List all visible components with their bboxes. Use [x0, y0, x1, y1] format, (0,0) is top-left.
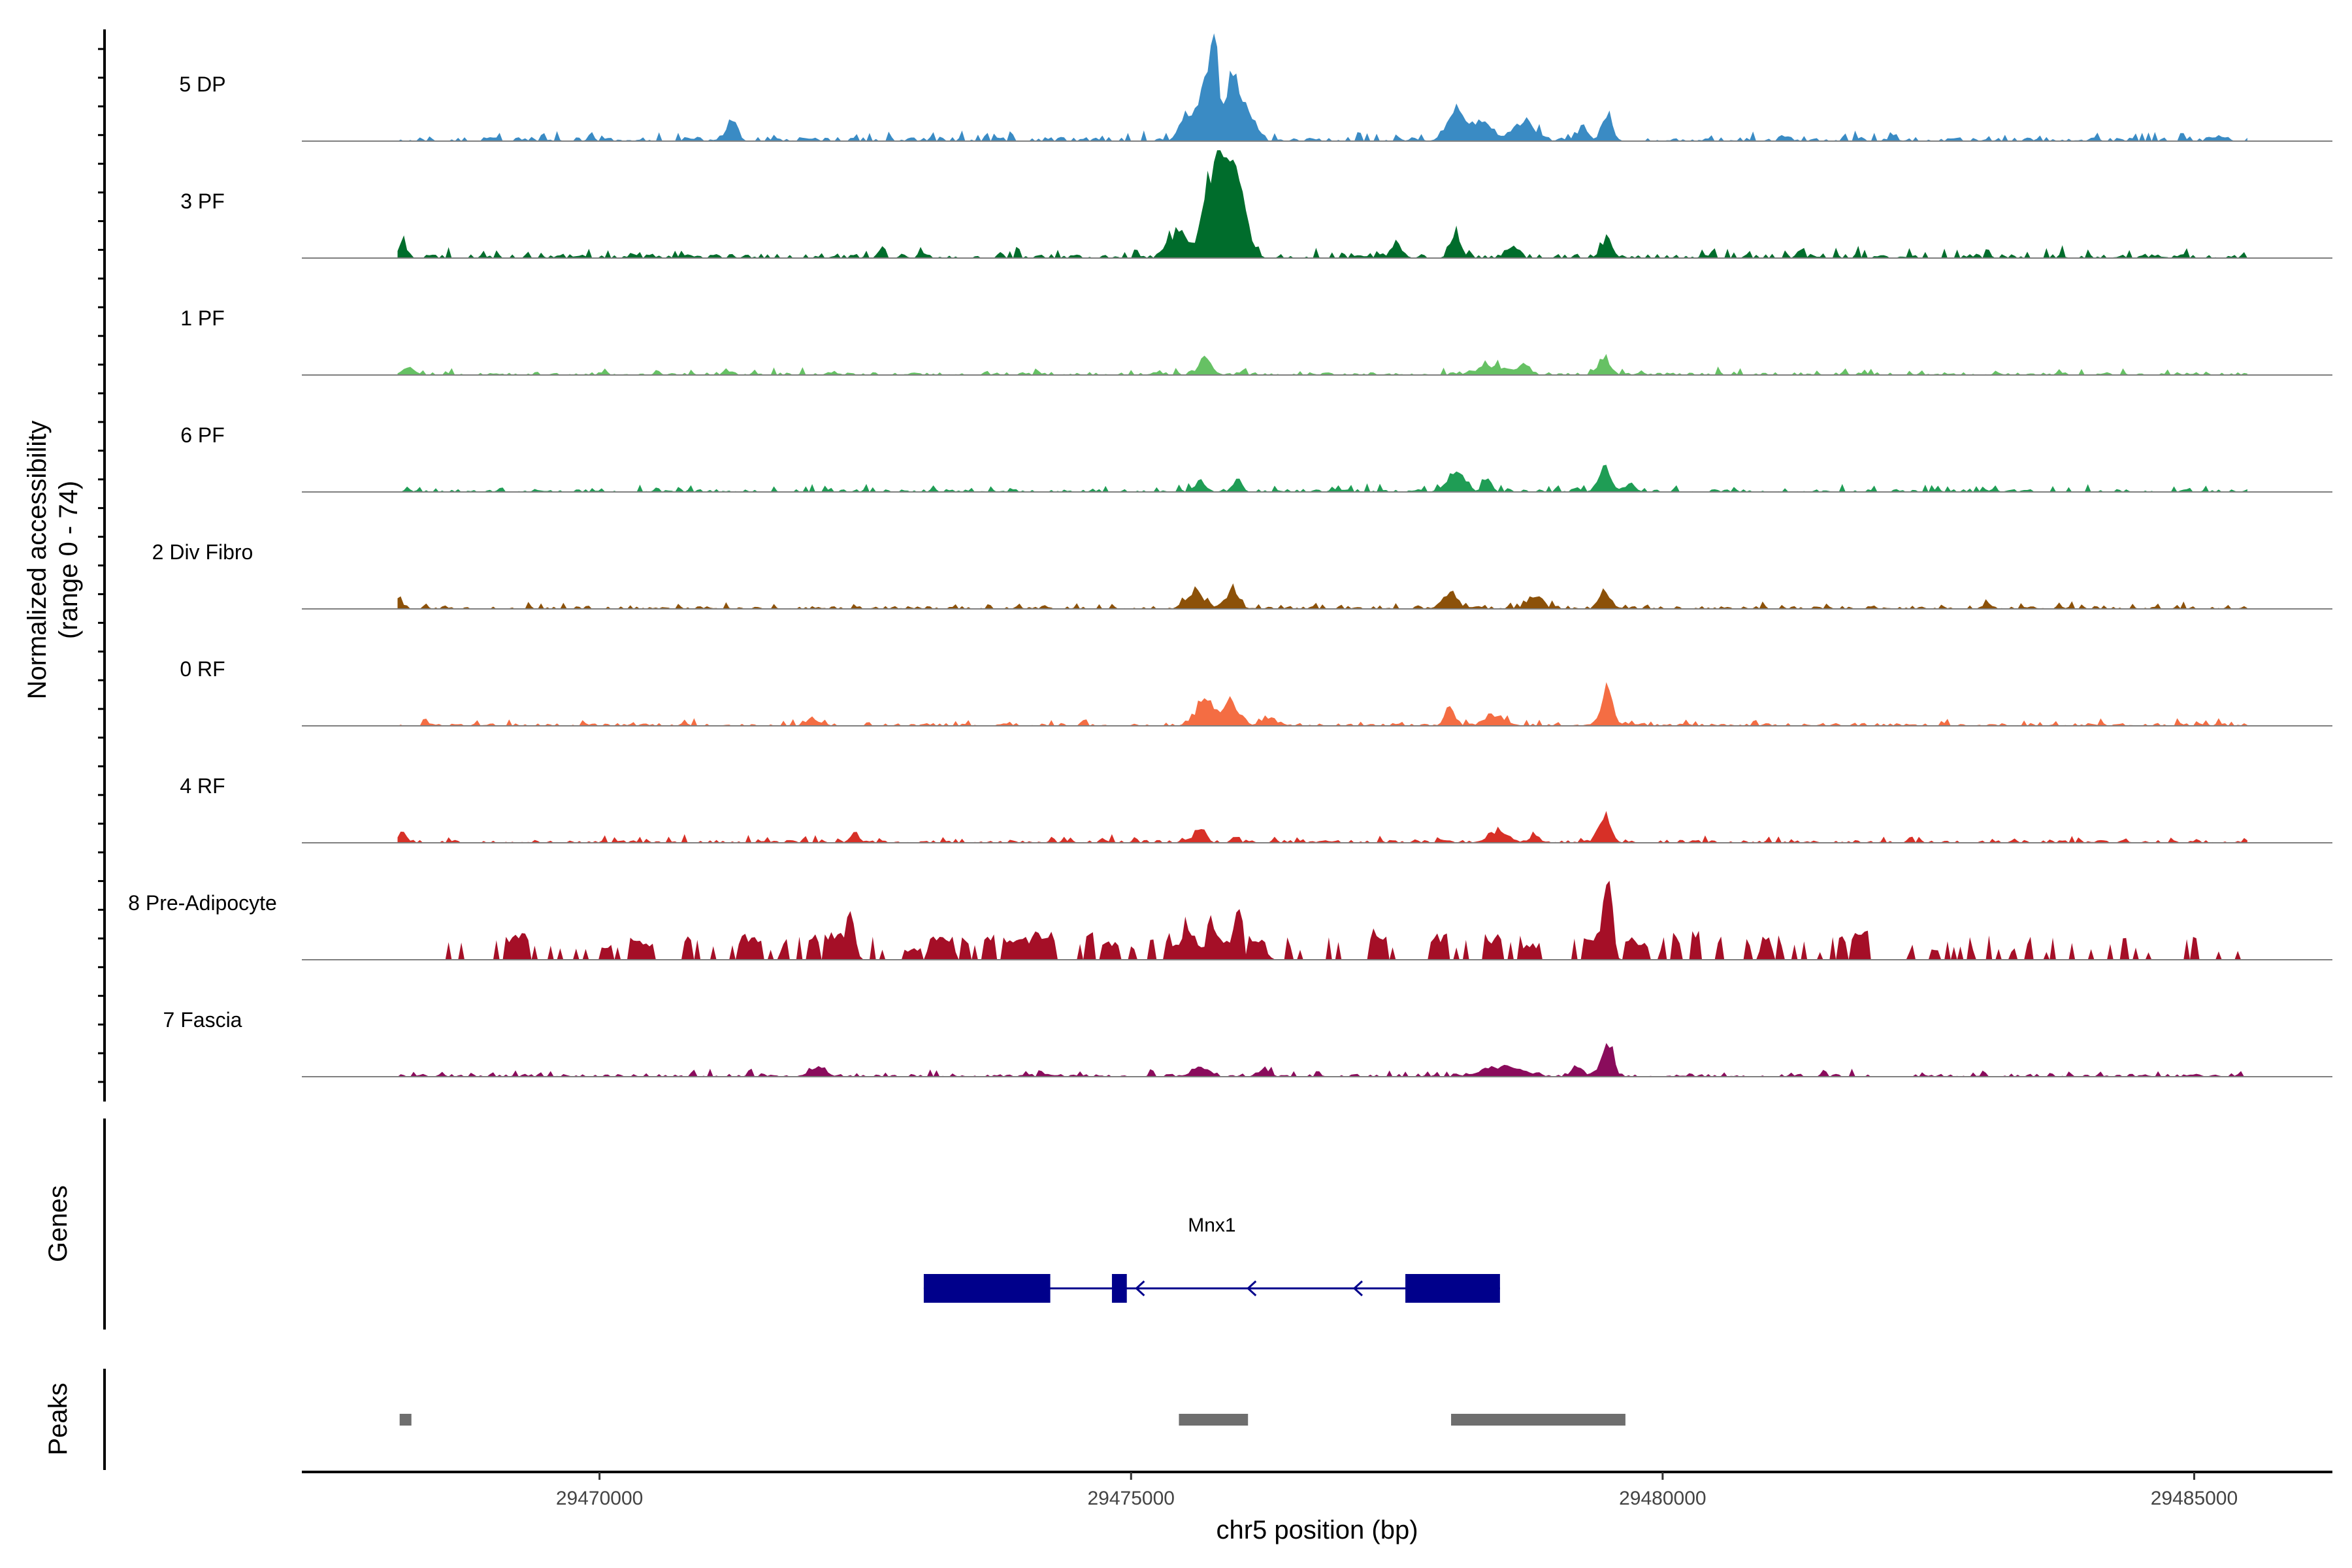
track-label: 1 PF [180, 306, 225, 330]
coverage-area [397, 1043, 2247, 1077]
strand-arrow [1135, 1280, 1145, 1297]
gene-name-label: Mnx1 [1188, 1215, 1235, 1236]
coverage-area [397, 150, 2247, 258]
track-label: 4 RF [180, 774, 225, 798]
coverage-ylabel: Normalized accessibility [23, 421, 52, 700]
peak-region [1451, 1414, 1625, 1426]
track-label: 2 Div Fibro [152, 540, 253, 564]
track-label: 3 PF [180, 189, 225, 213]
coverage-track-2-div-fibro: 2 Div Fibro [152, 540, 2332, 610]
gene-exon [1405, 1274, 1500, 1303]
coverage-area [397, 682, 2247, 726]
gene-mnx1: Mnx1 [923, 1215, 1500, 1303]
track-label: 8 Pre-Adipocyte [128, 891, 277, 915]
coverage-track-5-dp: 5 DP [179, 33, 2332, 142]
coverage-area [397, 353, 2247, 375]
strand-arrow [1247, 1280, 1257, 1297]
peak-region [1179, 1414, 1249, 1426]
x-tick-label: 29485000 [2151, 1488, 2238, 1509]
coverage-ylabel-range: (range 0 - 74) [54, 481, 83, 639]
gene-annotation-track: Mnx1 [923, 1215, 1500, 1303]
track-label: 0 RF [180, 657, 225, 681]
coverage-track-1-pf: 1 PF [180, 306, 2332, 376]
coverage-area [397, 583, 2247, 609]
coverage-area [397, 465, 2247, 492]
gene-exon [1111, 1274, 1127, 1303]
coverage-area [397, 811, 2247, 843]
gene-exon [923, 1274, 1051, 1303]
peaks-track-label: Peaks [44, 1382, 73, 1455]
x-tick-label: 29475000 [1087, 1488, 1174, 1509]
coverage-track-0-rf: 0 RF [180, 657, 2332, 727]
coverage-y-axis-title: Normalized accessibility (range 0 - 74) [23, 421, 83, 700]
coverage-track-6-pf: 6 PF [180, 423, 2332, 493]
genes-track-label: Genes [44, 1185, 73, 1262]
track-label: 6 PF [180, 423, 225, 447]
coverage-area [397, 33, 2247, 141]
coverage-y-axis [98, 29, 106, 1102]
x-axis-title: chr5 position (bp) [1216, 1516, 1418, 1544]
coverage-track-8-pre-adipocyte: 8 Pre-Adipocyte [128, 881, 2332, 960]
x-tick-label: 29470000 [556, 1488, 643, 1509]
track-label: 5 DP [179, 73, 225, 96]
peak-region [399, 1414, 412, 1426]
peaks-track [399, 1414, 1625, 1426]
coverage-track-3-pf: 3 PF [180, 150, 2332, 259]
coverage-tracks: 5 DP 3 PF 1 PF 6 PF 2 Div Fibro 0 RF 4 RF 8 Pre… [128, 33, 2332, 1077]
coverage-track-7-fascia: 7 Fascia [163, 1008, 2332, 1077]
coverage-track-4-rf: 4 RF [180, 774, 2332, 843]
track-label: 7 Fascia [163, 1008, 242, 1032]
coverage-area [397, 881, 2247, 960]
x-axis-ticks: 29470000 29475000 29480000 29485000 [556, 1472, 2238, 1509]
x-tick-label: 29480000 [1619, 1488, 1706, 1509]
strand-arrow [1352, 1280, 1363, 1297]
